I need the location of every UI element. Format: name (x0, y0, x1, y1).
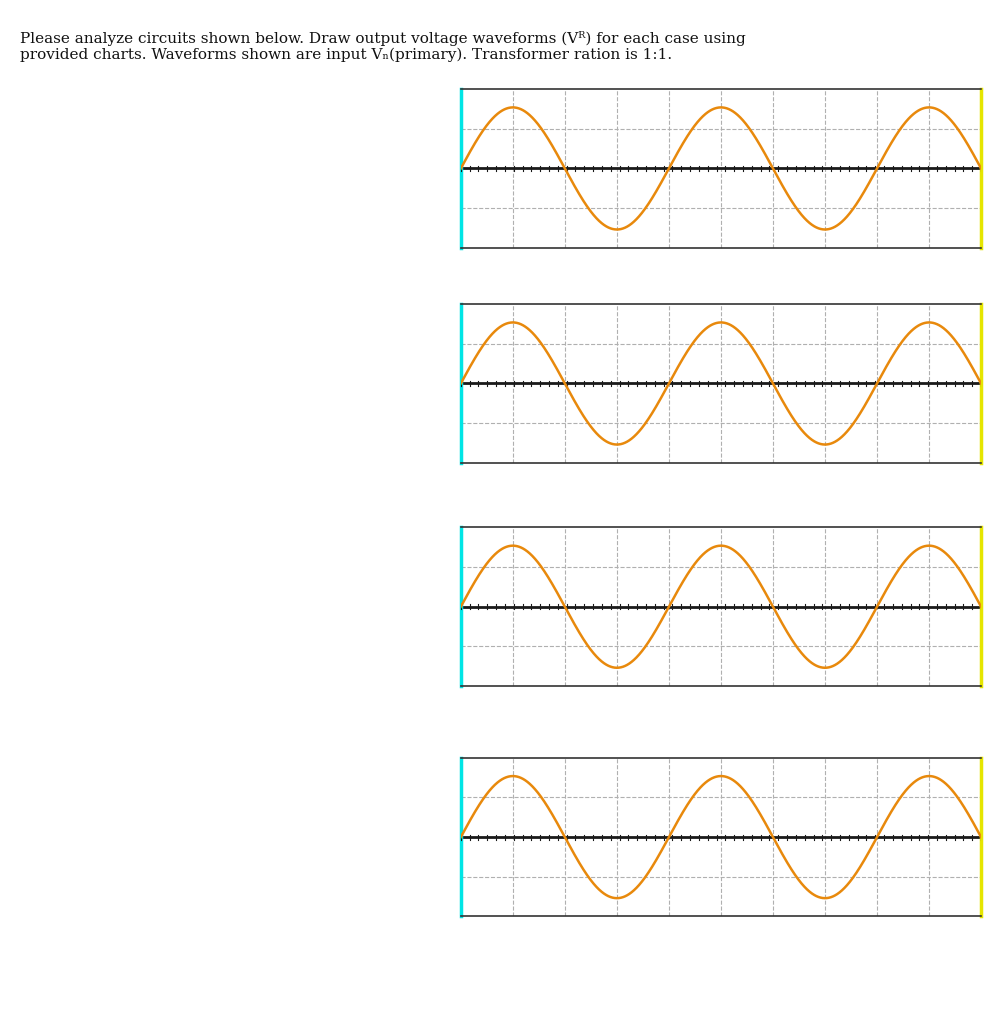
Text: Please analyze circuits shown below. Draw output voltage waveforms (Vᴿ) for each: Please analyze circuits shown below. Dra… (20, 31, 745, 62)
